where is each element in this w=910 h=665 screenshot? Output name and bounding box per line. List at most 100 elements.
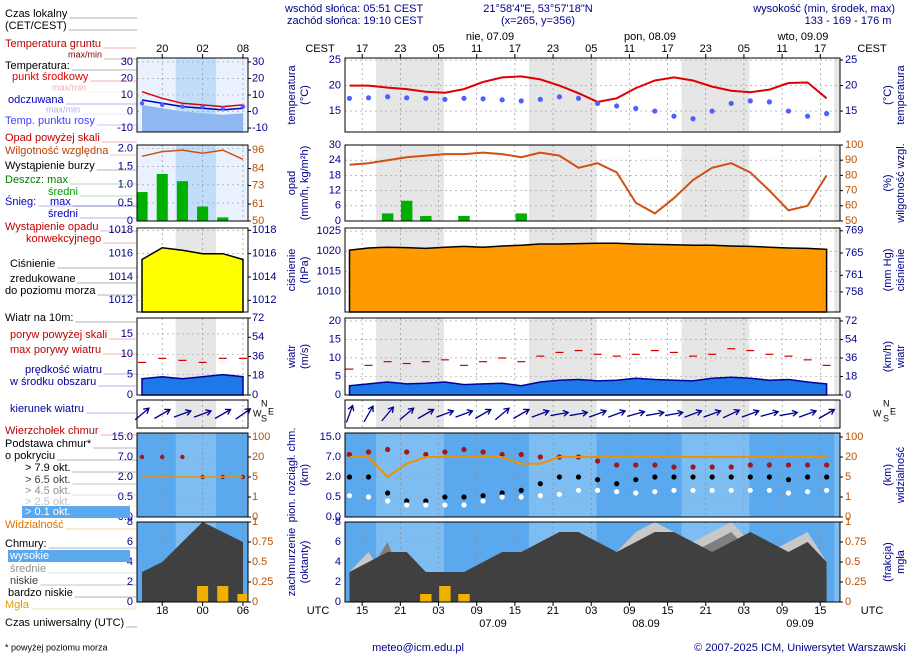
- dot: [709, 487, 715, 493]
- night-band: [681, 145, 750, 221]
- y-tick-label: 5: [335, 370, 341, 382]
- legend-entry: średni: [48, 208, 78, 220]
- legend-entry: max/min: [52, 82, 86, 92]
- dot: [709, 108, 715, 114]
- dot: [442, 494, 448, 500]
- y2-tick-label: 100: [252, 431, 270, 443]
- x-tick-label-utc: 15: [661, 605, 673, 617]
- x-tick-label: 23: [547, 43, 559, 55]
- y2-tick-label: 1: [845, 516, 851, 528]
- y2-tick-label: 100: [845, 139, 863, 151]
- wind-arrow: [741, 409, 760, 418]
- dot: [442, 96, 448, 102]
- x-tick-label: 02: [196, 43, 208, 55]
- dot: [671, 487, 677, 493]
- x-tick-label-utc: 21: [700, 605, 712, 617]
- dot: [385, 446, 391, 453]
- dot: [575, 487, 582, 493]
- wind-arrow: [703, 409, 722, 418]
- legend-entry: bardzo niskie: [8, 587, 73, 599]
- legend-entry: zredukowane: [10, 273, 75, 285]
- y2-tick-label: 18: [845, 370, 857, 382]
- dot: [346, 474, 353, 480]
- dot: [480, 449, 486, 455]
- y-axis-label: (km): [299, 464, 311, 486]
- dot: [404, 95, 410, 101]
- dot: [518, 487, 524, 493]
- direction-label: E: [268, 406, 274, 416]
- dot: [423, 502, 429, 508]
- coords: 21°58'4"E, 53°57'18"N: [483, 3, 593, 15]
- y-tick-label: 2.0: [118, 143, 133, 155]
- bar: [420, 215, 432, 221]
- copyright: © 2007-2025 ICM, Uniwersytet Warszawski: [694, 642, 906, 654]
- y-tick-label: 1020: [317, 245, 341, 257]
- night-band: [834, 145, 840, 221]
- day-label: 07.09: [479, 618, 507, 630]
- grid-point: (x=265, y=356): [501, 15, 575, 27]
- x-tick-label-utc: 06: [237, 605, 249, 617]
- legend-entry: Wiatr na 10m:: [5, 312, 73, 324]
- y-tick-label: 1018: [109, 224, 133, 236]
- legend-entry: Opad powyżej skali: [5, 132, 100, 144]
- bar: [439, 586, 451, 602]
- night-band: [834, 58, 840, 132]
- y2-axis-label: widzialność: [895, 446, 907, 504]
- dot: [785, 490, 792, 496]
- bar: [420, 594, 432, 602]
- dot: [747, 462, 753, 468]
- y-tick-label: 30: [121, 56, 133, 68]
- legend-entry: Wierzchołek chmur: [5, 425, 99, 437]
- dot: [556, 491, 563, 497]
- dot: [461, 95, 467, 101]
- wind-arrow: [235, 408, 252, 420]
- night-band: [834, 433, 840, 517]
- x-tick-label: 05: [738, 43, 750, 55]
- legend-entry: max/min: [46, 104, 80, 114]
- y-tick-label: 0.5: [118, 197, 133, 209]
- series-line: [141, 99, 244, 111]
- wind-arrow: [474, 408, 492, 420]
- y2-tick-label: 0: [845, 511, 851, 523]
- legend-entry: > 7.9 okt.: [25, 462, 71, 474]
- dot: [728, 474, 734, 480]
- x-tick-label-utc: 21: [547, 605, 559, 617]
- legend-entry: o pokryciu: [5, 450, 55, 462]
- night-band: [834, 400, 840, 428]
- x-tick-label: 17: [356, 43, 368, 55]
- y-tick-label: 15: [329, 333, 341, 345]
- legend-entry: Widzialność: [5, 519, 64, 531]
- legend-entry: Podstawa chmur*: [5, 438, 92, 450]
- dot: [423, 498, 429, 504]
- dot: [365, 474, 372, 480]
- wind-arrow: [626, 409, 646, 417]
- wind-arrow: [494, 407, 511, 421]
- x-tick-label: 23: [394, 43, 406, 55]
- wind-arrow: [455, 409, 474, 418]
- x-tick-label-utc: 03: [432, 605, 444, 617]
- y-tick-label: 7.0: [118, 451, 133, 463]
- dot: [652, 108, 658, 114]
- dot: [690, 464, 696, 470]
- y-axis-label: wiatr: [286, 345, 298, 370]
- y-axis-label: (oktanty): [299, 541, 311, 584]
- legend-entry: poryw powyżej skali: [10, 329, 107, 341]
- series-area: [142, 522, 243, 602]
- y2-tick-label: 1016: [252, 248, 276, 260]
- y2-tick-label: 100: [845, 431, 863, 443]
- y2-tick-label: 20: [845, 451, 857, 463]
- bar: [515, 213, 527, 221]
- y-axis-label: (m/s): [299, 344, 311, 369]
- y-tick-label: 7.0: [326, 451, 341, 463]
- y2-tick-label: 0: [252, 596, 258, 608]
- direction-label: N: [883, 398, 890, 408]
- sunrise: wschód słońca: 05:51 CEST: [284, 3, 423, 15]
- y2-tick-label: 70: [845, 185, 857, 197]
- series-line: [349, 151, 828, 215]
- x-tick-label-utc: 09: [776, 605, 788, 617]
- y-tick-label: 2: [335, 576, 341, 588]
- dot: [671, 113, 677, 119]
- y2-tick-label: 0: [252, 105, 258, 117]
- dot: [690, 487, 696, 493]
- y2-tick-label: 15: [845, 105, 857, 117]
